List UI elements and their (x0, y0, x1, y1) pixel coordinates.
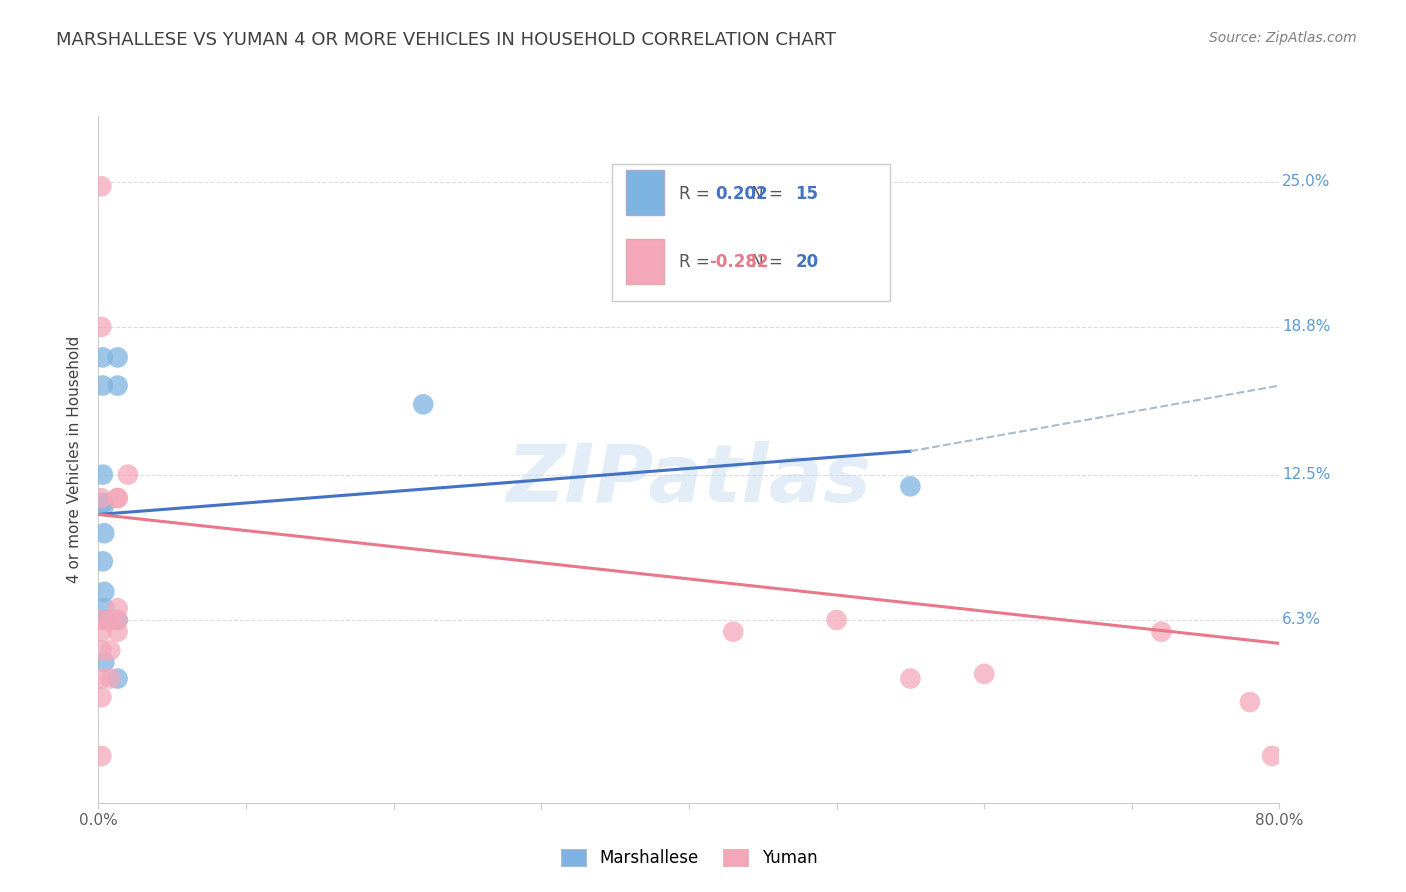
Text: R =: R = (679, 253, 716, 271)
Text: 15: 15 (796, 185, 818, 202)
Text: 0.202: 0.202 (714, 185, 768, 202)
Text: 12.5%: 12.5% (1282, 467, 1330, 482)
Point (412, 397, 434, 411)
Point (1239, 695, 1261, 709)
Text: -0.282: -0.282 (709, 253, 769, 271)
Point (93, 526, 115, 541)
Point (91, 554, 114, 568)
Point (90, 643, 112, 657)
Point (90, 613, 112, 627)
Point (900, 479, 922, 493)
Point (1150, 624, 1173, 639)
Point (98, 672, 121, 686)
Point (90, 320, 112, 334)
Point (90, 672, 112, 686)
Point (90, 624, 112, 639)
Text: Source: ZipAtlas.com: Source: ZipAtlas.com (1209, 31, 1357, 45)
Text: R =: R = (679, 185, 716, 202)
Point (107, 491, 129, 505)
Point (93, 655, 115, 669)
Point (107, 491, 129, 505)
Point (93, 584, 115, 599)
Text: 6.3%: 6.3% (1282, 613, 1320, 627)
Point (973, 666, 995, 681)
Text: 25.0%: 25.0% (1282, 174, 1330, 189)
Point (107, 624, 129, 639)
Point (107, 613, 129, 627)
Point (721, 624, 744, 639)
Text: N =: N = (745, 185, 787, 202)
Point (1261, 748, 1284, 763)
Point (93, 613, 115, 627)
Point (90, 179, 112, 194)
Text: 20: 20 (796, 253, 818, 271)
FancyBboxPatch shape (626, 239, 664, 284)
Point (93, 498, 115, 512)
Point (900, 672, 922, 686)
FancyBboxPatch shape (612, 164, 890, 301)
Point (107, 672, 129, 686)
Text: ZIPatlas: ZIPatlas (506, 441, 872, 519)
Text: 18.8%: 18.8% (1282, 319, 1330, 334)
Point (91, 351, 114, 365)
Y-axis label: 4 or more Vehicles in Household: 4 or more Vehicles in Household (67, 335, 83, 583)
Point (90, 748, 112, 763)
Point (117, 467, 139, 482)
Point (91, 496, 114, 510)
Point (825, 613, 848, 627)
Point (107, 378, 129, 392)
FancyBboxPatch shape (626, 170, 664, 215)
Point (91, 378, 114, 392)
Point (90, 690, 112, 705)
Point (107, 351, 129, 365)
Legend: Marshallese, Yuman: Marshallese, Yuman (554, 842, 824, 873)
Point (91, 467, 114, 482)
Point (107, 613, 129, 627)
Text: MARSHALLESE VS YUMAN 4 OR MORE VEHICLES IN HOUSEHOLD CORRELATION CHART: MARSHALLESE VS YUMAN 4 OR MORE VEHICLES … (56, 31, 837, 49)
Point (93, 601, 115, 615)
Text: N =: N = (745, 253, 787, 271)
Point (107, 601, 129, 615)
Point (90, 491, 112, 505)
Point (98, 613, 121, 627)
Point (98, 643, 121, 657)
